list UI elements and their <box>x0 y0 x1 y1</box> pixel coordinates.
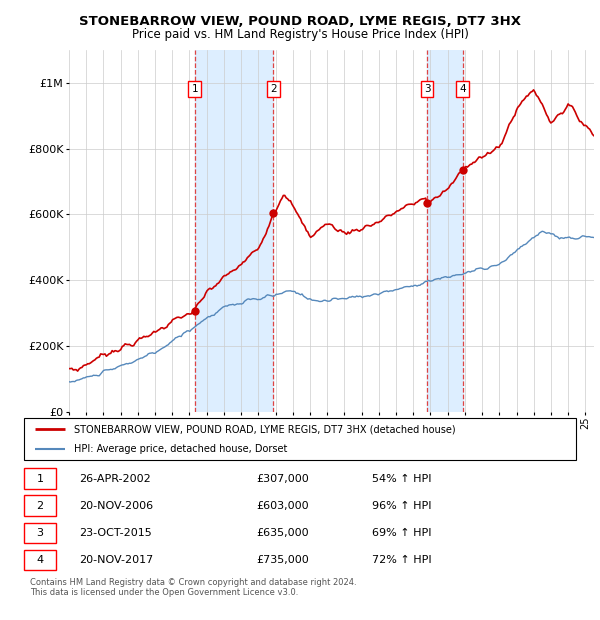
Text: 1: 1 <box>191 84 198 94</box>
Text: 3: 3 <box>37 528 44 538</box>
Text: 26-APR-2002: 26-APR-2002 <box>79 474 151 484</box>
FancyBboxPatch shape <box>24 495 56 516</box>
FancyBboxPatch shape <box>24 418 576 460</box>
FancyBboxPatch shape <box>24 523 56 543</box>
FancyBboxPatch shape <box>24 549 56 570</box>
Text: 2: 2 <box>37 501 44 511</box>
Text: 4: 4 <box>460 84 466 94</box>
Text: 20-NOV-2017: 20-NOV-2017 <box>79 555 154 565</box>
Text: 2: 2 <box>270 84 277 94</box>
Text: 3: 3 <box>424 84 430 94</box>
Text: 96% ↑ HPI: 96% ↑ HPI <box>372 501 431 511</box>
Text: £603,000: £603,000 <box>256 501 308 511</box>
FancyBboxPatch shape <box>24 468 56 489</box>
Text: HPI: Average price, detached house, Dorset: HPI: Average price, detached house, Dors… <box>74 444 287 454</box>
Text: 69% ↑ HPI: 69% ↑ HPI <box>372 528 431 538</box>
Text: Contains HM Land Registry data © Crown copyright and database right 2024.
This d: Contains HM Land Registry data © Crown c… <box>30 578 356 597</box>
Text: 54% ↑ HPI: 54% ↑ HPI <box>372 474 431 484</box>
Text: 20-NOV-2006: 20-NOV-2006 <box>79 501 154 511</box>
Text: £635,000: £635,000 <box>256 528 308 538</box>
Text: STONEBARROW VIEW, POUND ROAD, LYME REGIS, DT7 3HX: STONEBARROW VIEW, POUND ROAD, LYME REGIS… <box>79 15 521 28</box>
Bar <box>194 50 274 412</box>
Bar <box>427 50 463 412</box>
Text: £735,000: £735,000 <box>256 555 308 565</box>
Text: 72% ↑ HPI: 72% ↑ HPI <box>372 555 431 565</box>
Text: 1: 1 <box>37 474 44 484</box>
Text: 4: 4 <box>37 555 44 565</box>
Text: Price paid vs. HM Land Registry's House Price Index (HPI): Price paid vs. HM Land Registry's House … <box>131 28 469 41</box>
Text: 23-OCT-2015: 23-OCT-2015 <box>79 528 152 538</box>
Text: STONEBARROW VIEW, POUND ROAD, LYME REGIS, DT7 3HX (detached house): STONEBARROW VIEW, POUND ROAD, LYME REGIS… <box>74 424 455 434</box>
Text: £307,000: £307,000 <box>256 474 308 484</box>
